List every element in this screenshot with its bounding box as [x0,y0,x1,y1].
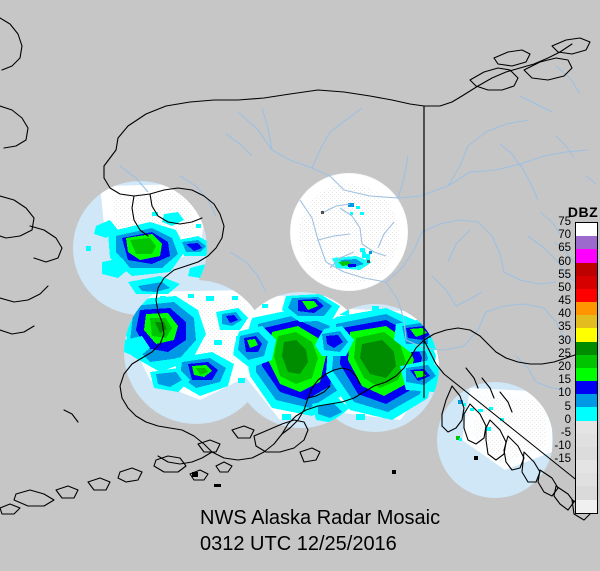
dbz-tick-neg15: -15 [554,453,571,466]
dbz-tick-70: 70 [558,229,571,242]
page-title: NWS Alaska Radar Mosaic [200,507,441,529]
dbz-swatch-50 [576,288,597,303]
dbz-units-label: DBZ [567,204,599,220]
dbz-tick-75: 75 [558,216,571,228]
dbz-swatch-60 [576,262,597,276]
echo-group-bethel [124,294,248,396]
dbz-tick-50: 50 [558,281,571,294]
echo-group-fairbanks [321,203,372,270]
dbz-color-scale [575,222,598,514]
dbz-tick-neg5: -5 [560,426,571,439]
dbz-tick-40: 40 [558,308,571,321]
dbz-swatch-25 [576,354,597,368]
dbz-swatch-20 [576,367,597,382]
dbz-swatch-40 [576,315,597,329]
dbz-tick-35: 35 [558,321,571,334]
dbz-swatch-75 [576,223,597,237]
island-specks [192,456,478,487]
dbz-swatch-neg25 [576,486,597,500]
coastline-layer [0,17,595,521]
title-block: NWS Alaska Radar Mosaic 0312 UTC 12/25/2… [200,505,440,557]
dbz-tick-neg10: -10 [554,440,571,453]
dbz-swatch-45 [576,302,597,316]
dbz-swatch-neg20 [576,473,597,487]
dbz-tick-30: 30 [558,334,571,347]
echo-group-anchorage [314,306,439,420]
timestamp: 0312 UTC 12/25/2016 [200,533,397,555]
dbz-tick-10: 10 [558,387,571,400]
dbz-swatch-neg15 [576,460,597,474]
dbz-swatch-70 [576,236,597,250]
dbz-tick-0: 0 [564,413,571,426]
dbz-swatch-neg5 [576,433,597,447]
dbz-tick-20: 20 [558,361,571,373]
dbz-tick-55: 55 [558,268,571,281]
dbz-tick-15: 15 [558,374,571,387]
dbz-swatch-65 [576,249,597,263]
dbz-swatch-10 [576,394,597,408]
dbz-swatch-30 [576,341,597,355]
dbz-swatch-5 [576,407,597,421]
dbz-swatch-neg10 [576,446,597,461]
dbz-swatch-55 [576,275,597,289]
dbz-tick-65: 65 [558,242,571,255]
dbz-tick-5: 5 [564,400,571,413]
dbz-swatch-0 [576,420,597,434]
dbz-swatch-15 [576,381,597,395]
dbz-tick-45: 45 [558,295,571,308]
echo-group-sitka [456,400,504,441]
dbz-swatch-neg30 [576,499,597,513]
echo-group-nome [86,212,207,294]
dbz-swatch-35 [576,328,597,342]
dbz-tick-25: 25 [558,347,571,360]
rivers-layer [119,65,598,391]
dbz-tick-60: 60 [558,255,571,268]
